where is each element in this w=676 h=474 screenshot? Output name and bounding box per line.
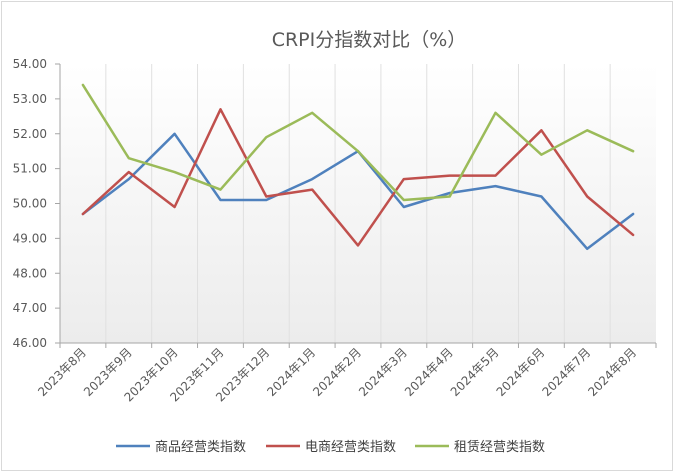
legend-label-3: 租赁经营类指数: [454, 440, 545, 455]
series-line-3: [81, 83, 635, 202]
series-line-2: [81, 108, 635, 247]
y-tick-label: 52.00: [13, 127, 47, 141]
legend-label-2: 电商经营类指数: [305, 440, 396, 455]
y-tick-label: 50.00: [13, 197, 47, 211]
grid-lines: [105, 64, 611, 343]
y-tick-label: 54.00: [13, 57, 47, 71]
x-tick-label: 2024年8月: [585, 345, 639, 399]
y-tick-label: 47.00: [13, 301, 47, 315]
x-tick-label: 2024年4月: [402, 345, 456, 399]
x-tick-label: 2024年3月: [356, 345, 410, 399]
x-tick-label: 2024年7月: [539, 345, 593, 399]
x-tick-label: 2024年6月: [494, 345, 548, 399]
y-tick-label: 51.00: [13, 162, 47, 176]
chart-title: CRPI分指数对比（%）: [272, 29, 467, 51]
plot-area: [60, 64, 656, 343]
y-tick-label: 48.00: [13, 266, 47, 280]
x-tick-label: 2023年8月: [35, 345, 89, 399]
y-tick-label: 46.00: [13, 336, 47, 350]
series-lines: [81, 83, 635, 251]
y-tick-label: 53.00: [13, 92, 47, 106]
x-tick-label: 2024年1月: [264, 345, 318, 399]
legend-label-1: 商品经营类指数: [155, 440, 246, 455]
x-tick-label: 2024年2月: [310, 345, 364, 399]
y-tick-label: 49.00: [13, 231, 47, 245]
x-tick-label: 2024年5月: [448, 345, 502, 399]
legend: 商品经营类指数 电商经营类指数 租赁经营类指数: [116, 440, 545, 455]
